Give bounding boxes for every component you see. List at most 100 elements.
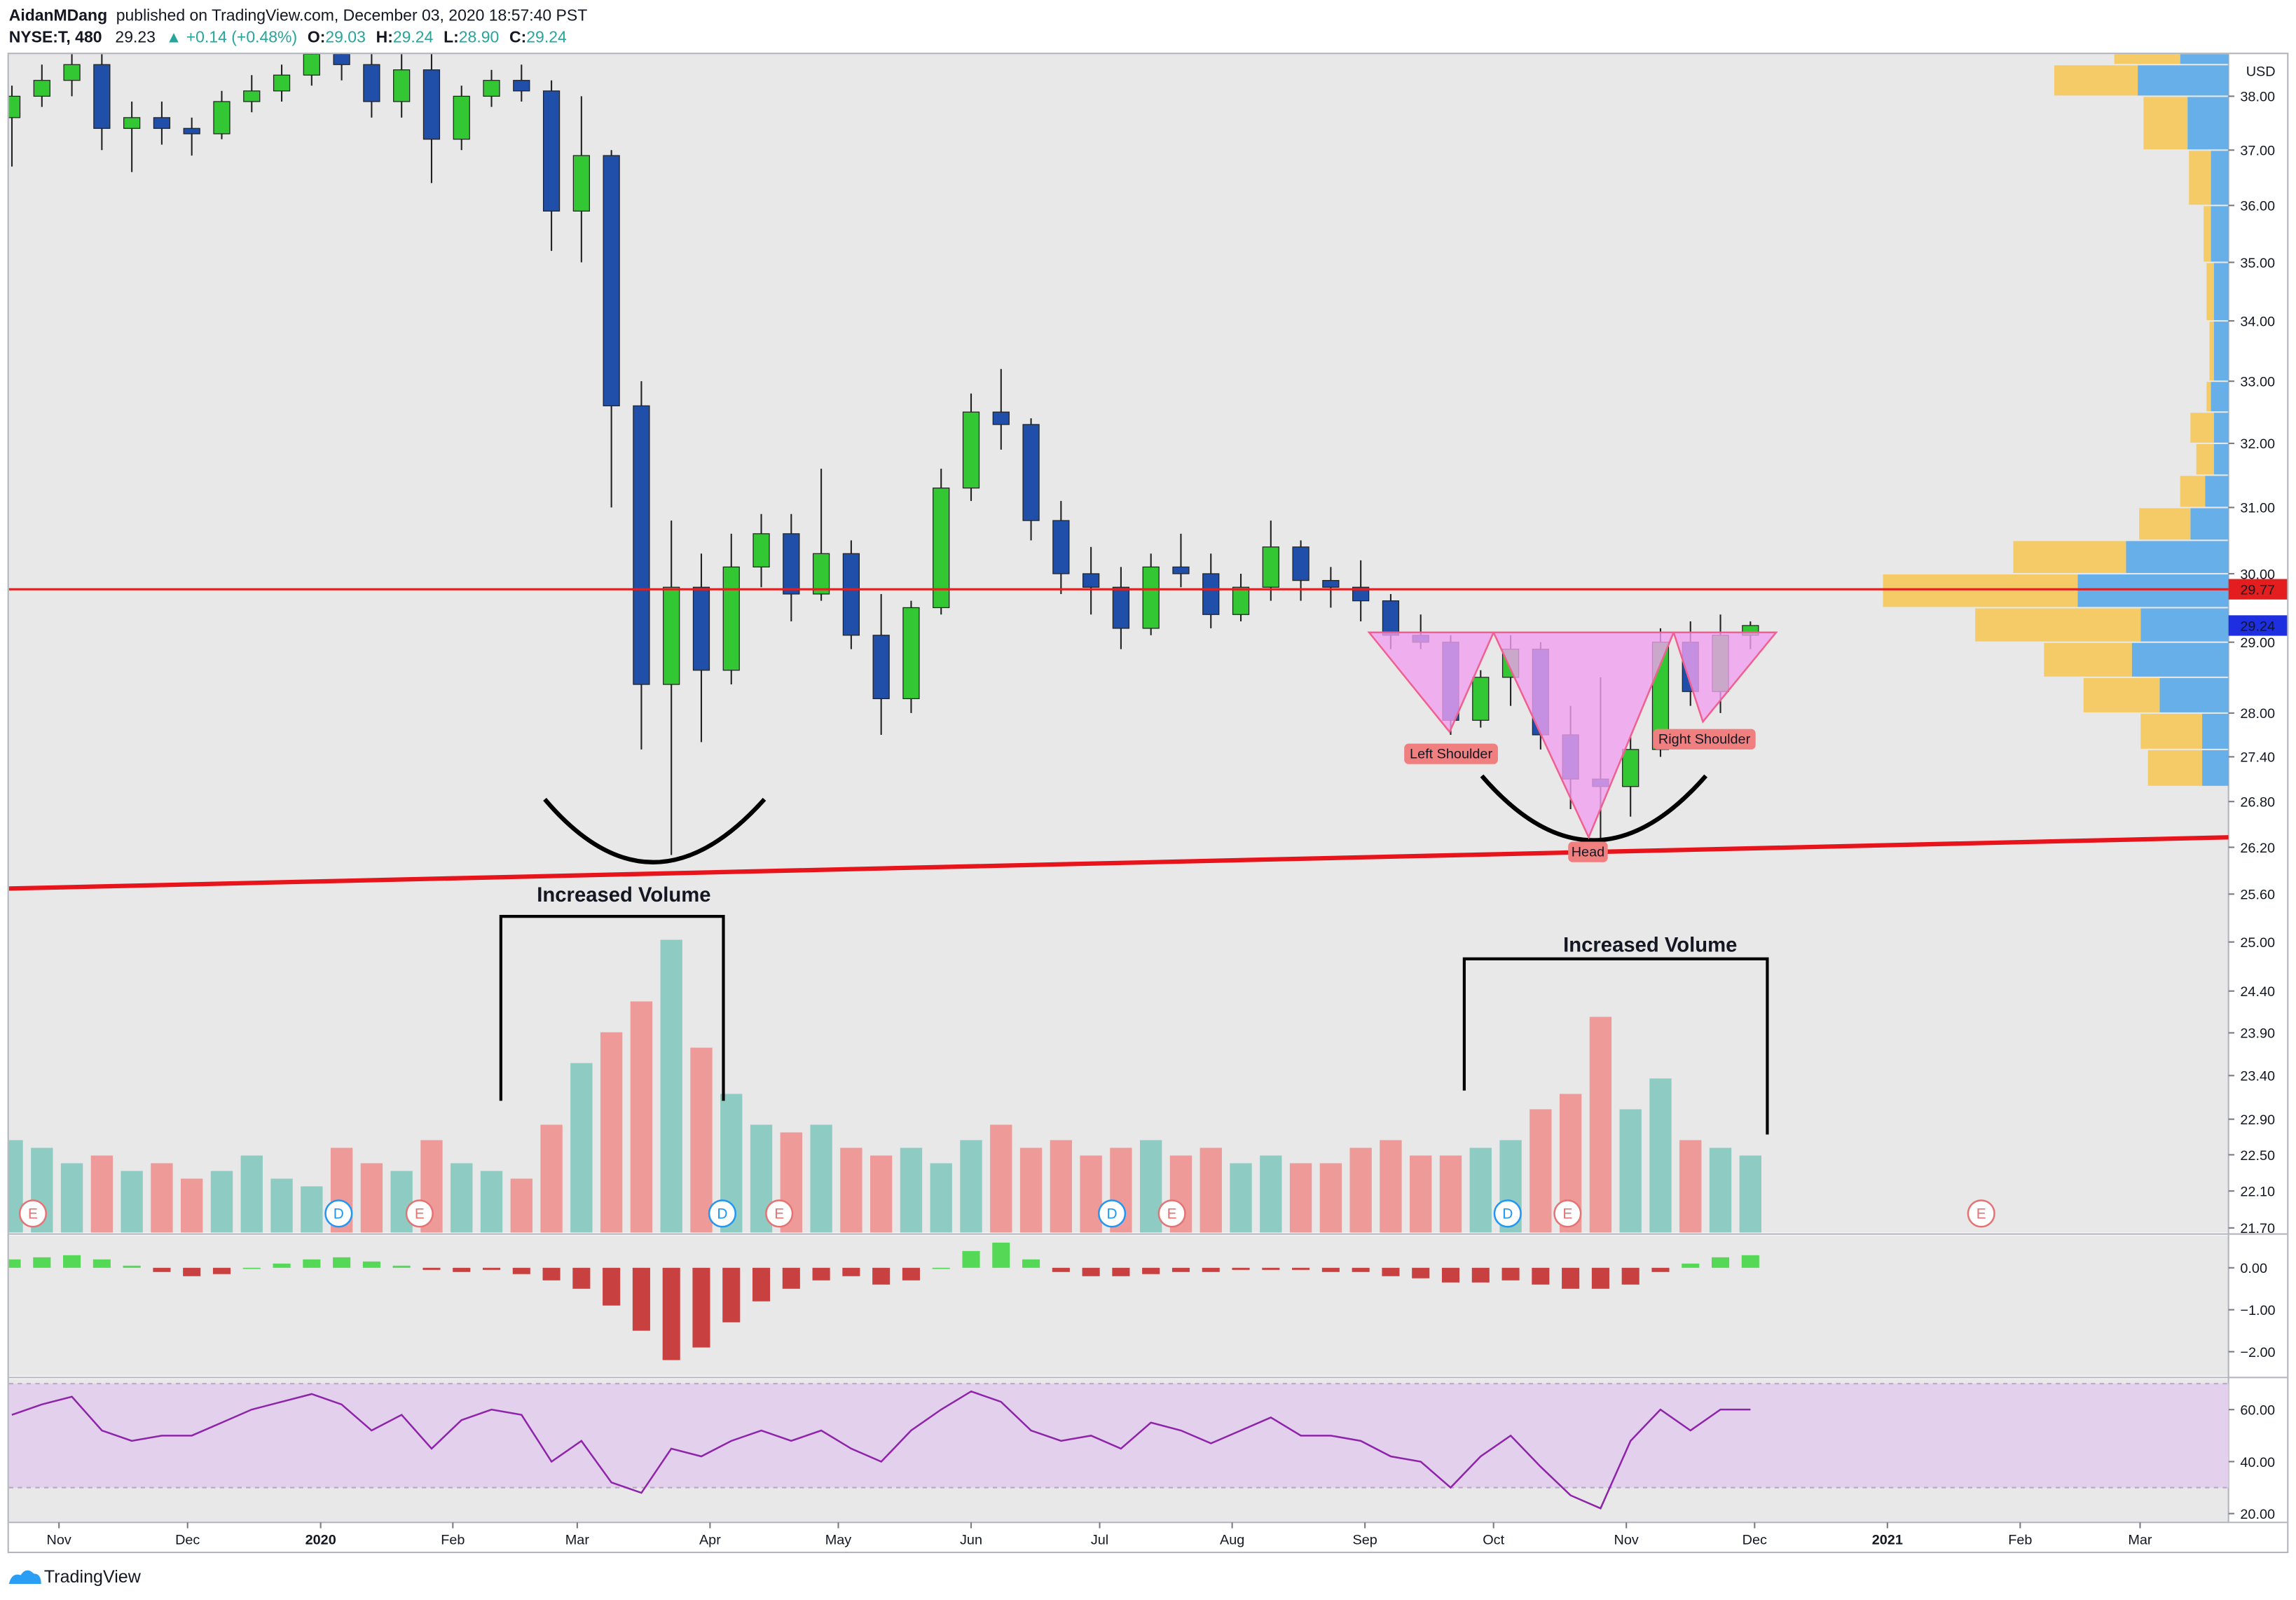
profile-down (1975, 608, 2141, 642)
macd-bar (872, 1267, 891, 1285)
y-tick-label: 28.00 (2240, 706, 2275, 722)
volume-bar (1260, 1155, 1282, 1233)
event-label: E (774, 1206, 784, 1222)
ohlc-label: H: (376, 28, 393, 46)
event-marker (1157, 1199, 1186, 1228)
volume-bar (90, 1155, 114, 1233)
macd-bar (662, 1267, 680, 1360)
macd-bar (902, 1267, 920, 1281)
y-tick-label: 22.50 (2240, 1148, 2275, 1164)
volume-bar (930, 1163, 952, 1233)
macd-bar (1142, 1267, 1160, 1274)
candle-body (213, 101, 231, 135)
y-tick-label: 26.20 (2240, 841, 2275, 856)
x-tick-label: 2020 (305, 1533, 336, 1548)
event-marker (765, 1199, 794, 1228)
candle-body (1142, 566, 1160, 629)
x-tick-label: 2021 (1872, 1533, 1903, 1548)
volume-bar (1410, 1155, 1432, 1233)
candle-body (783, 533, 800, 595)
volume-bar (390, 1171, 413, 1233)
macd-bar (362, 1261, 380, 1268)
symbol-line: NYSE:T, 480 29.23 ▲ +0.14 (+0.48%) O:29.… (9, 28, 567, 46)
symbol: NYSE:T, 480 (9, 28, 102, 46)
macd-bar (183, 1267, 201, 1276)
macd-bar (1471, 1267, 1490, 1283)
macd-bar (212, 1267, 231, 1274)
y-tick-label: 23.90 (2240, 1026, 2275, 1042)
candle-body (1112, 586, 1130, 629)
profile-up (2202, 713, 2229, 749)
profile-down (2140, 713, 2203, 749)
profile-down (2196, 443, 2214, 475)
y-tick-label: 23.40 (2240, 1069, 2275, 1084)
macd-bar (1232, 1267, 1250, 1270)
macd-bar (752, 1267, 771, 1302)
head-shape (1492, 631, 1675, 840)
ohlc-value: 28.90 (459, 28, 499, 46)
macd-bar (632, 1267, 650, 1331)
macd-bar (1651, 1267, 1670, 1272)
macd-bar (782, 1267, 800, 1289)
candle-body (363, 64, 380, 102)
y-tick-label: 21.70 (2240, 1221, 2275, 1236)
label-box (1404, 743, 1498, 764)
event-marker (324, 1199, 353, 1228)
macd-bar (482, 1267, 501, 1270)
macd-bar (1591, 1267, 1609, 1289)
volume-bar (451, 1163, 473, 1233)
price-badge (2228, 579, 2288, 600)
profile-up (2202, 750, 2229, 786)
volume-bar (990, 1124, 1012, 1233)
volume-bar (210, 1171, 233, 1233)
axes: 38.00 37.00 36.00 35.00 34.00 33.00 32.00 31.00… (47, 90, 2288, 1548)
macd-bar (992, 1242, 1010, 1268)
macd-bar (1412, 1267, 1430, 1278)
macd-bar (812, 1267, 830, 1281)
candle-body (1172, 566, 1190, 574)
label-box (1653, 729, 1756, 750)
volume-bar (480, 1171, 503, 1233)
x-tick-label: May (825, 1533, 852, 1548)
candle-body (453, 95, 470, 140)
y-tick-label: 22.10 (2240, 1184, 2275, 1199)
profile-down (2013, 541, 2126, 573)
profile-down (2147, 750, 2203, 786)
y-tick-label: 37.00 (2240, 144, 2275, 159)
price-badge-label: 29.77 (2240, 582, 2275, 598)
volume-bar (360, 1163, 383, 1233)
candle-body (422, 69, 441, 140)
profile-up (2180, 54, 2229, 64)
y-tick-label: −1.00 (2240, 1303, 2275, 1318)
profile-up (2131, 642, 2229, 677)
x-tick-label: Mar (2128, 1533, 2152, 1548)
macd-bar (63, 1255, 81, 1268)
x-tick-label: Oct (1483, 1533, 1504, 1548)
candle-body (842, 553, 860, 636)
y-tick-label: 0.00 (2240, 1261, 2267, 1276)
y-tick-label: 26.80 (2240, 795, 2275, 811)
macd-bar (572, 1267, 591, 1289)
annotation: Right Shoulder (1658, 732, 1751, 747)
volume-bar (570, 1063, 593, 1233)
volume-bar (240, 1155, 263, 1233)
logo-icon (8, 1570, 41, 1585)
y-tick-label: 33.00 (2240, 374, 2275, 389)
event-marker (708, 1199, 736, 1228)
volume-bar (540, 1124, 563, 1233)
bracket (499, 915, 725, 1101)
candle-body (183, 127, 200, 135)
ohlc-value: 29.24 (393, 28, 434, 46)
volume-bar (510, 1178, 532, 1233)
volume-bar (840, 1147, 862, 1233)
brand: TradingView (44, 1567, 142, 1587)
change: ▲ +0.14 (+0.48%) (166, 28, 297, 46)
candle-body (93, 64, 111, 129)
y-tick-label: 20.00 (2240, 1507, 2275, 1522)
event-marker (1493, 1199, 1522, 1228)
candle-body (872, 635, 890, 700)
volume-bar (1050, 1140, 1073, 1233)
volume-profile-layer (1883, 54, 2229, 786)
